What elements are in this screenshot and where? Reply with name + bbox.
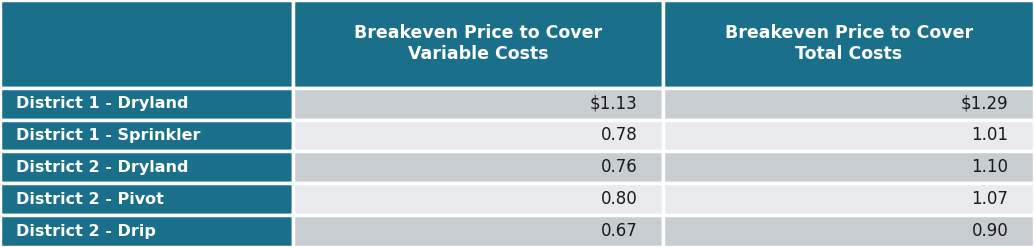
- Text: 1.10: 1.10: [971, 158, 1008, 176]
- Bar: [664, 120, 1034, 151]
- Bar: [664, 215, 1034, 247]
- Bar: [0, 215, 293, 247]
- Bar: [293, 0, 664, 88]
- Text: $1.13: $1.13: [589, 95, 637, 113]
- Text: 1.07: 1.07: [971, 190, 1008, 208]
- Bar: [0, 0, 293, 88]
- Text: $1.29: $1.29: [961, 95, 1008, 113]
- Text: 0.78: 0.78: [601, 126, 637, 144]
- Bar: [293, 215, 664, 247]
- Text: District 2 - Dryland: District 2 - Dryland: [16, 160, 188, 175]
- Text: Breakeven Price to Cover
Total Costs: Breakeven Price to Cover Total Costs: [725, 24, 973, 63]
- Text: 0.80: 0.80: [601, 190, 637, 208]
- Text: District 1 - Dryland: District 1 - Dryland: [16, 96, 188, 111]
- Text: 0.90: 0.90: [971, 222, 1008, 240]
- Text: District 1 - Sprinkler: District 1 - Sprinkler: [16, 128, 200, 143]
- Bar: [664, 88, 1034, 120]
- Text: 0.67: 0.67: [601, 222, 637, 240]
- Bar: [293, 183, 664, 215]
- Bar: [293, 151, 664, 183]
- Text: 0.76: 0.76: [601, 158, 637, 176]
- Bar: [293, 88, 664, 120]
- Bar: [0, 120, 293, 151]
- Text: 1.01: 1.01: [971, 126, 1008, 144]
- Text: Breakeven Price to Cover
Variable Costs: Breakeven Price to Cover Variable Costs: [354, 24, 602, 63]
- Bar: [664, 151, 1034, 183]
- Bar: [0, 151, 293, 183]
- Bar: [293, 120, 664, 151]
- Bar: [0, 183, 293, 215]
- Bar: [664, 0, 1034, 88]
- Bar: [0, 88, 293, 120]
- Bar: [664, 183, 1034, 215]
- Text: District 2 - Pivot: District 2 - Pivot: [16, 192, 163, 207]
- Text: District 2 - Drip: District 2 - Drip: [16, 224, 155, 239]
